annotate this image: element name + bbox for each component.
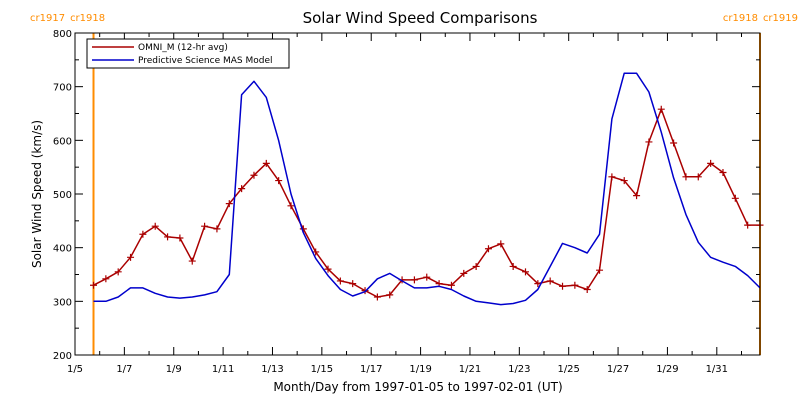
x-tick-label: 1/7 — [116, 364, 132, 375]
omni-data-point — [620, 177, 628, 185]
x-tick-label: 1/13 — [261, 364, 283, 375]
omni-data-point — [373, 293, 381, 301]
omni-data-point — [262, 159, 270, 167]
x-axis: 1/5 1/7 1/9 1/11 1/13 1/15 1/17 1/19 1/21 1/23 1/2… — [67, 33, 742, 375]
x-axis-label: Month/Day from 1997-01-05 to 1997-02-01 … — [273, 380, 562, 394]
legend-box — [86, 38, 290, 69]
y-tick-label: 600 — [53, 136, 72, 147]
omni-data-point — [386, 291, 394, 299]
omni-data-point — [596, 266, 604, 274]
chart-title: Solar Wind Speed Comparisons — [303, 9, 538, 27]
omni-data-point — [521, 268, 529, 276]
x-tick-label: 1/11 — [212, 364, 234, 375]
omni-data-point — [484, 245, 492, 253]
omni-data-point — [324, 265, 332, 273]
omni-data-point — [460, 269, 468, 277]
y-tick-label: 400 — [53, 244, 72, 255]
omni-data-point — [275, 177, 283, 185]
omni-data-point — [633, 192, 641, 200]
carrington-label-1: cr1918 — [70, 13, 105, 24]
omni-data-point — [645, 138, 653, 146]
carrington-label-0: cr1918 — [723, 13, 758, 24]
y-tick-label: 300 — [53, 297, 72, 308]
omni-data-point — [694, 173, 702, 181]
omni-data-point — [546, 277, 554, 285]
x-tick-label: 1/15 — [311, 364, 333, 375]
omni-data-point — [176, 234, 184, 242]
omni-data-point — [349, 280, 357, 288]
y-tick-label: 800 — [53, 29, 72, 40]
x-tick-label: 1/23 — [508, 364, 530, 375]
omni-data-point — [447, 281, 455, 289]
omni-data-point — [423, 273, 431, 281]
omni-data-point — [744, 221, 752, 229]
omni-data-point — [164, 233, 172, 241]
y-axis-label: Solar Wind Speed (km/s) — [30, 120, 44, 268]
omni-data-point — [201, 222, 209, 230]
omni-data-point — [188, 257, 196, 265]
omni-data-point — [287, 202, 295, 210]
omni-data-point — [583, 286, 591, 294]
carrington-marker-label: cr1918 cr1919 — [723, 13, 798, 24]
omni-data-point — [472, 262, 480, 270]
omni-data-point — [139, 230, 147, 238]
omni-data-point — [410, 276, 418, 284]
omni-data-point — [608, 173, 616, 181]
omni-data-point — [707, 159, 715, 167]
omni-data-point — [238, 185, 246, 193]
omni-data-point — [127, 253, 135, 261]
series-group — [90, 72, 764, 306]
carrington-label-0: cr1917 — [30, 13, 65, 24]
y-tick-label: 200 — [53, 351, 72, 362]
omni-data-point — [336, 277, 344, 285]
omni-data-point — [250, 171, 258, 179]
omni-data-point — [731, 194, 739, 202]
omni-data-point — [559, 282, 567, 290]
omni-data-point — [114, 268, 122, 276]
x-tick-label: 1/31 — [706, 364, 728, 375]
omni-data-point — [682, 173, 690, 181]
omni-data-point — [151, 222, 159, 230]
omni-data-point — [509, 262, 517, 270]
carrington-label-1: cr1919 — [763, 13, 798, 24]
y-axis: 200 300 400 500 600 700 800 — [53, 29, 760, 362]
omni-data-point — [225, 200, 233, 208]
series-line-1 — [93, 72, 761, 306]
omni-data-point — [213, 225, 221, 233]
x-tick-label: 1/25 — [557, 364, 579, 375]
x-tick-label: 1/17 — [360, 364, 382, 375]
omni-data-point — [657, 105, 665, 113]
legend: OMNI_M (12-hr avg) Predictive Science MA… — [86, 38, 290, 69]
omni-data-point — [497, 240, 505, 248]
x-tick-label: 1/19 — [409, 364, 431, 375]
omni-data-point — [102, 275, 110, 283]
y-tick-label: 500 — [53, 190, 72, 201]
omni-data-point — [571, 281, 579, 289]
y-tick-label: 700 — [53, 83, 72, 94]
omni-data-point — [670, 139, 678, 147]
carrington-marker-label: cr1917 cr1918 — [30, 13, 105, 24]
omni-data-point — [719, 169, 727, 177]
omni-data-point — [90, 281, 98, 289]
legend-label-mas: Predictive Science MAS Model — [138, 56, 273, 66]
x-tick-label: 1/21 — [459, 364, 481, 375]
x-tick-label: 1/5 — [67, 364, 83, 375]
legend-label-omni: OMNI_M (12-hr avg) — [138, 43, 228, 53]
x-tick-label: 1/9 — [166, 364, 182, 375]
x-tick-label: 1/29 — [656, 364, 678, 375]
x-tick-label: 1/27 — [607, 364, 629, 375]
